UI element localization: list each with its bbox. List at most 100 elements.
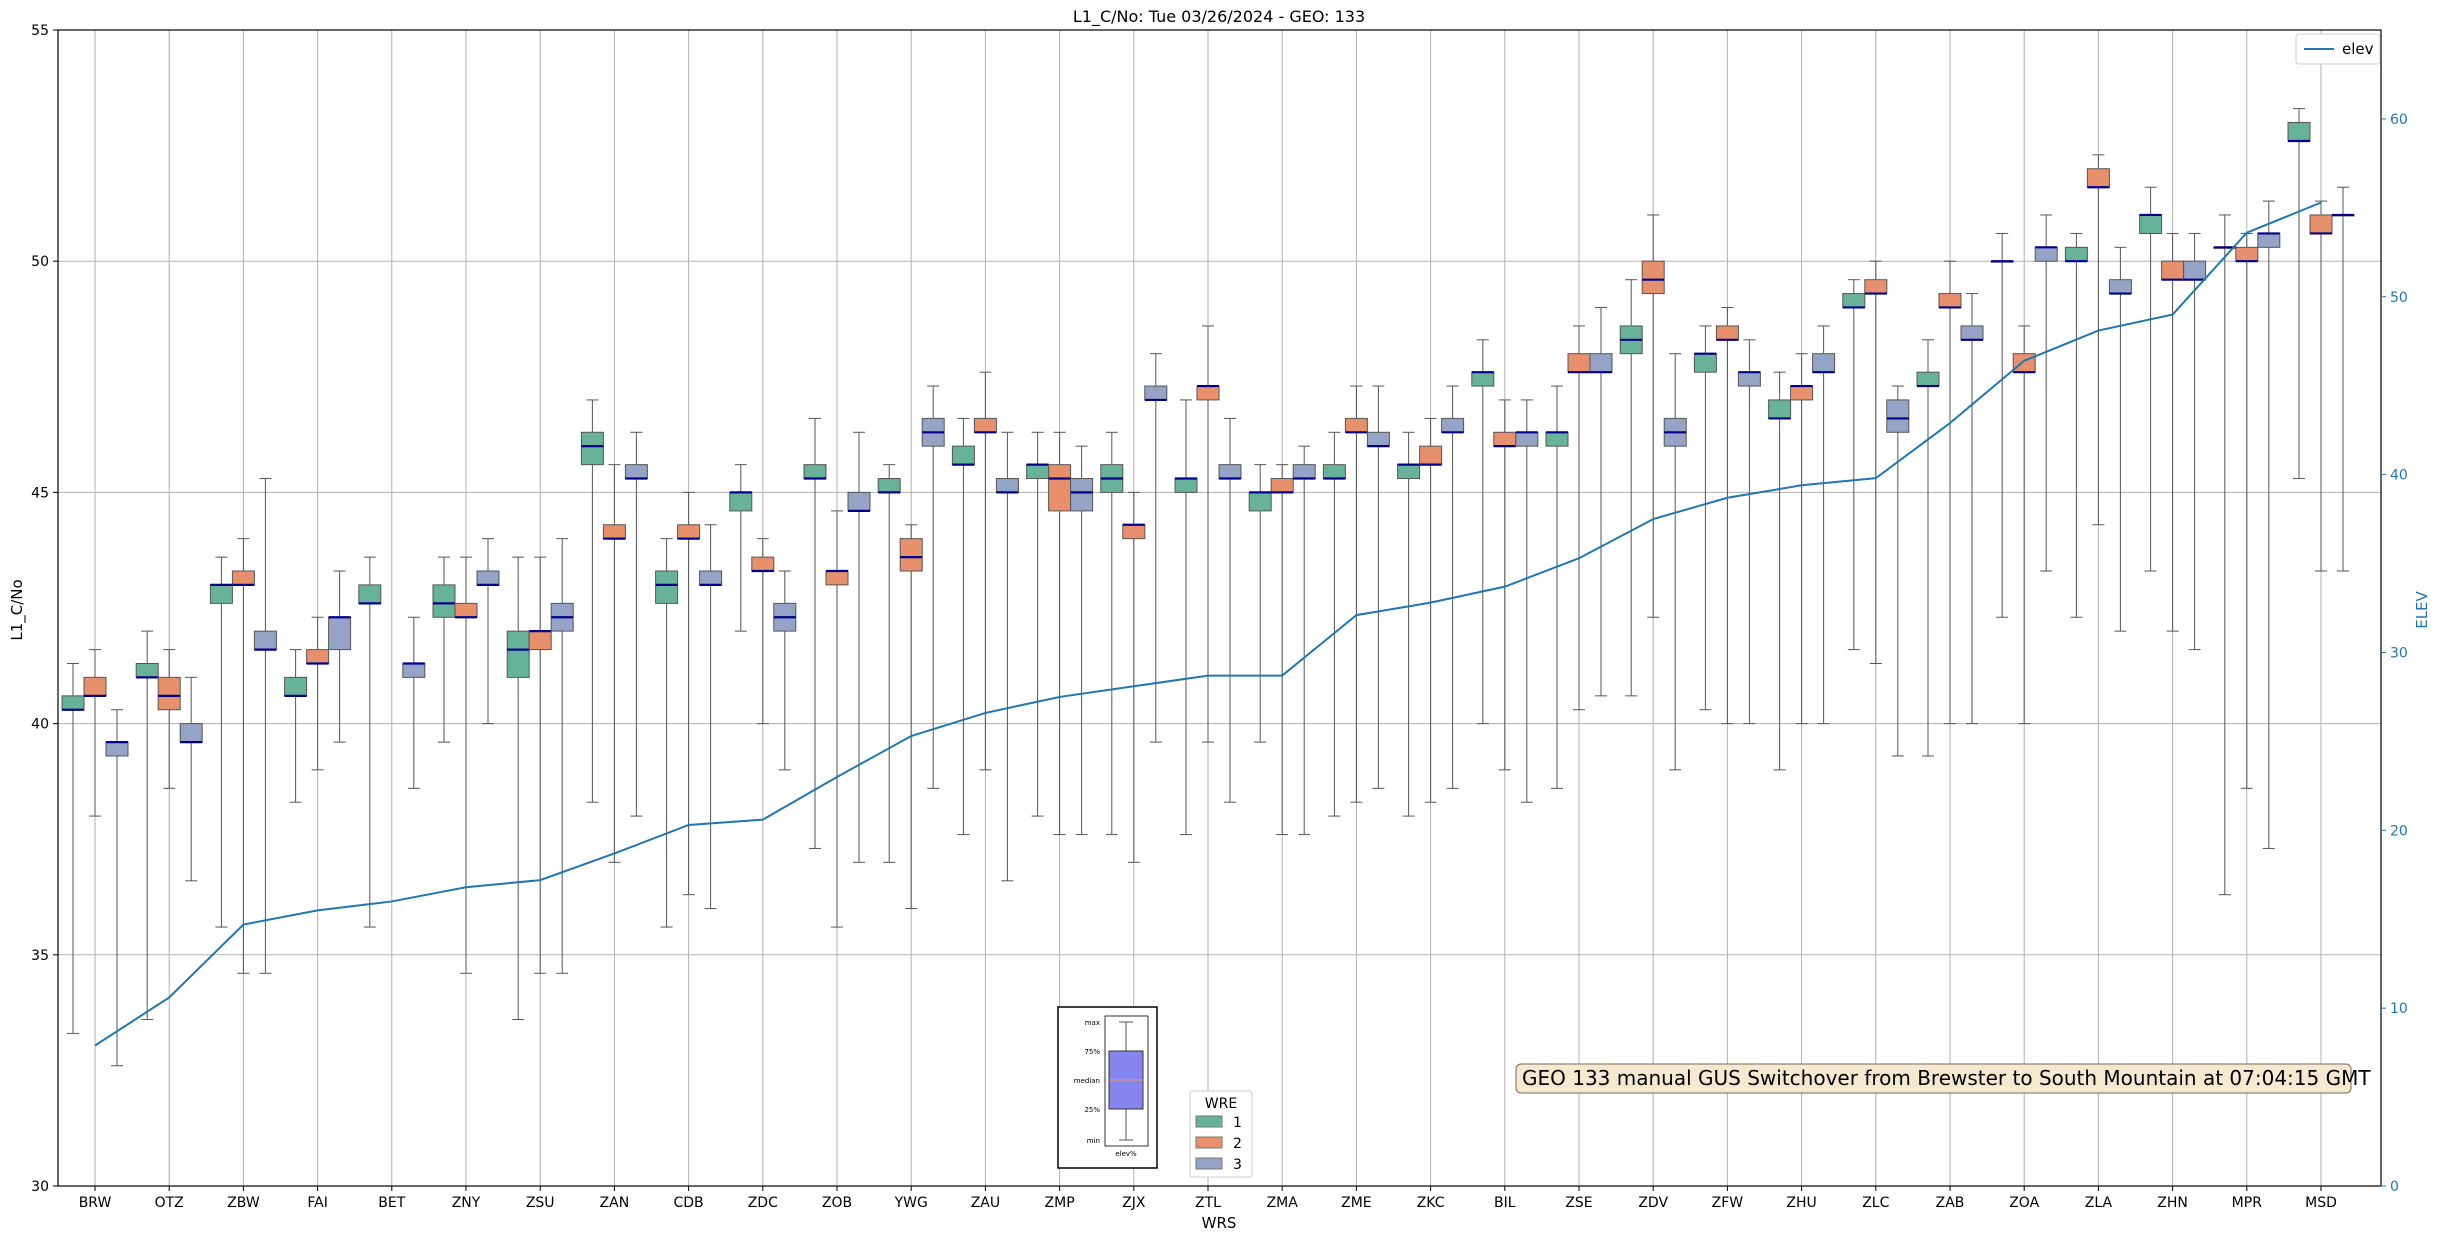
box-2-MSD: [2309, 200, 2333, 572]
box-body: [1419, 445, 1443, 466]
box-2-ZHU: [1790, 353, 1814, 725]
box-body: [1070, 478, 1094, 512]
box-body: [1790, 385, 1814, 401]
box-2-ZMP: [1048, 431, 1072, 836]
box-body: [751, 556, 775, 572]
box-1-ZLC: [1842, 279, 1866, 651]
annotation: GEO 133 manual GUS Switchover from Brews…: [1515, 1063, 2371, 1094]
box-body: [83, 676, 107, 697]
wre-legend-label-2: 2: [1233, 1136, 1242, 1152]
line-legend-frame: [2295, 33, 2381, 65]
box-body: [1397, 464, 1421, 480]
box-2-ZMA: [1270, 464, 1294, 836]
box-body: [1515, 431, 1539, 447]
box-3-ZDV: [1663, 353, 1687, 771]
y-tick-label: 40: [31, 717, 49, 733]
box-body: [1567, 353, 1591, 373]
x-tick-label: ZOB: [822, 1195, 852, 1211]
box-body: [1248, 491, 1272, 512]
box-2-ZDV: [1641, 214, 1665, 618]
x-tick-label: MPR: [2232, 1195, 2263, 1211]
y-tick-label: 55: [31, 23, 49, 39]
box-1-YWG: [877, 464, 901, 863]
boxplot-key-label-q1: 25%: [1084, 1106, 1100, 1114]
box-3-ZFW: [1737, 339, 1761, 725]
box-3-ZNY: [476, 538, 500, 725]
wre-legend-swatch-2: [1195, 1136, 1223, 1149]
box-body: [899, 538, 923, 572]
box-2-FAI: [306, 616, 330, 771]
box-2-ZLA: [2086, 154, 2110, 526]
box-body: [699, 570, 723, 586]
box-1-MSD: [2287, 108, 2311, 480]
box-body: [580, 431, 604, 466]
box-body: [1938, 293, 1962, 308]
box-2-ZNY: [454, 556, 478, 974]
box-body: [2139, 214, 2163, 234]
box-1-CDB: [655, 538, 679, 928]
box-3-ZME: [1366, 385, 1390, 789]
box-body: [61, 695, 85, 711]
box-3-ZLA: [2108, 246, 2132, 632]
x-tick-label: ZME: [1341, 1195, 1372, 1211]
box-1-BRW: [61, 662, 85, 1034]
box-body: [432, 584, 456, 618]
y2-tick-label: 30: [2390, 645, 2408, 661]
box-2-ZTL: [1196, 325, 1220, 743]
box-body: [1441, 417, 1465, 433]
box-body: [231, 570, 255, 586]
x-tick-label: MSD: [2305, 1195, 2337, 1211]
box-2-OTZ: [157, 649, 181, 789]
box-2-YWG: [899, 524, 923, 910]
box-body: [2012, 353, 2036, 373]
box-3-ZOB: [847, 431, 871, 863]
wre-legend-swatch-3: [1195, 1157, 1223, 1170]
box-3-FAI: [328, 570, 352, 743]
box-body: [1218, 464, 1242, 480]
box-1-ZNY: [432, 556, 456, 743]
box-3-BET: [402, 616, 426, 789]
y-tick-label: 35: [31, 948, 49, 964]
x-tick-label: ZDC: [748, 1195, 778, 1211]
x-tick-label: YWG: [894, 1195, 928, 1211]
x-tick-label: BRW: [79, 1195, 112, 1211]
box-3-CDB: [699, 524, 723, 910]
box-3-ZHU: [1812, 325, 1836, 725]
box-2-MPR: [2235, 232, 2259, 789]
x-tick-label: FAI: [307, 1195, 327, 1211]
x-tick-label: ZAN: [600, 1195, 630, 1211]
box-1-ZHU: [1768, 371, 1792, 771]
x-tick-label: ZHU: [1786, 1195, 1816, 1211]
y-tick-label: 45: [31, 485, 49, 501]
box-1-ZTL: [1174, 399, 1198, 836]
box-body: [2086, 168, 2110, 188]
boxplot-key-xtick: elev%: [1115, 1150, 1137, 1158]
box-body: [847, 491, 871, 512]
box-body: [1270, 478, 1294, 493]
x-tick-label: CDB: [674, 1195, 704, 1211]
box-3-BRW: [105, 709, 129, 1067]
box-body: [2034, 246, 2058, 262]
y2-tick-label: 20: [2390, 823, 2408, 839]
box-body: [2309, 214, 2333, 234]
box-body: [1715, 325, 1739, 341]
box-body: [2257, 232, 2281, 248]
box-body: [1960, 325, 1984, 341]
box-body: [1737, 371, 1761, 387]
annotation-box: [1515, 1063, 2352, 1094]
box-body: [135, 662, 159, 678]
box-1-BIL: [1471, 339, 1495, 725]
box-1-ZAB: [1916, 339, 1940, 757]
box-body: [2287, 121, 2311, 142]
y-axis-label: L1_C/No: [8, 579, 27, 640]
box-2-ZBW: [231, 538, 255, 974]
box-body: [2108, 279, 2132, 295]
y-tick-label: 50: [31, 254, 49, 270]
box-1-ZJX: [1100, 431, 1124, 836]
box-1-ZSE: [1545, 385, 1569, 789]
box-3-ZLC: [1886, 385, 1910, 757]
wre-legend-title: WRE: [1205, 1096, 1237, 1112]
box-body: [1471, 371, 1495, 387]
